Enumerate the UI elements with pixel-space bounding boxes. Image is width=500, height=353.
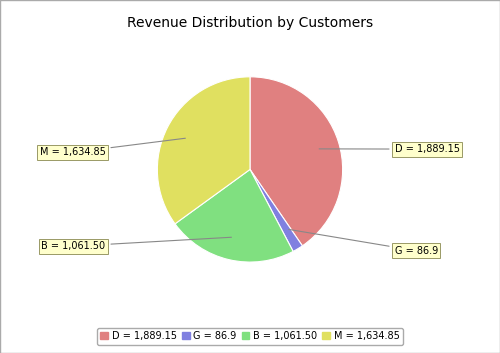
Text: B = 1,061.50: B = 1,061.50 bbox=[42, 237, 232, 251]
Wedge shape bbox=[250, 77, 342, 246]
Wedge shape bbox=[175, 169, 293, 262]
Text: Revenue Distribution by Customers: Revenue Distribution by Customers bbox=[127, 16, 373, 30]
Text: M = 1,634.85: M = 1,634.85 bbox=[40, 138, 186, 157]
Wedge shape bbox=[158, 77, 250, 224]
Wedge shape bbox=[250, 169, 302, 251]
Legend: D = 1,889.15, G = 86.9, B = 1,061.50, M = 1,634.85: D = 1,889.15, G = 86.9, B = 1,061.50, M … bbox=[97, 328, 403, 345]
Text: G = 86.9: G = 86.9 bbox=[288, 229, 438, 256]
Text: D = 1,889.15: D = 1,889.15 bbox=[319, 144, 460, 154]
